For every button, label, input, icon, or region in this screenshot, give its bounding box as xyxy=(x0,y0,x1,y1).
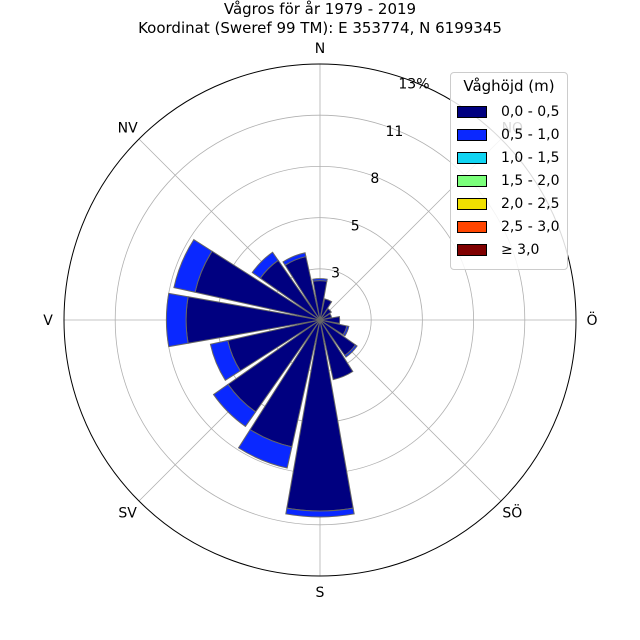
radial-tick-label: 11 xyxy=(385,124,403,140)
rose-bar-segment xyxy=(319,316,341,324)
radial-tick-label: 3 xyxy=(331,266,340,282)
legend-item: 2,5 - 3,0 xyxy=(457,218,559,236)
rose-bar-segment xyxy=(209,339,241,382)
radial-tick-label: 8 xyxy=(370,171,379,187)
direction-label: V xyxy=(43,313,53,329)
direction-label: NV xyxy=(118,121,138,137)
legend-label: 2,0 - 2,5 xyxy=(501,196,560,212)
rose-bar-segment xyxy=(319,298,333,321)
legend: Våghöjd (m) 0,0 - 0,5 0,5 - 1,0 1,0 - 1,… xyxy=(450,72,568,270)
direction-label: Ö xyxy=(586,311,597,329)
legend-swatch xyxy=(457,221,487,233)
chart-title: Vågros för år 1979 - 2019 xyxy=(223,0,417,18)
legend-label: 0,5 - 1,0 xyxy=(501,127,560,143)
legend-label: 0,0 - 0,5 xyxy=(501,104,560,120)
legend-item: 0,0 - 0,5 xyxy=(457,103,559,121)
legend-label: 1,0 - 1,5 xyxy=(501,150,560,166)
rose-bar-segment xyxy=(285,507,355,518)
radial-tick-label: 5 xyxy=(351,218,360,234)
radial-tick-label: 13% xyxy=(398,76,429,92)
rose-bar-segment xyxy=(251,251,279,279)
direction-label: SV xyxy=(118,505,137,521)
rose-bar-segment xyxy=(212,383,257,428)
rose-bar-segment xyxy=(342,325,350,337)
direction-label: S xyxy=(316,585,325,601)
legend-swatch xyxy=(457,198,487,210)
legend-label: 2,5 - 3,0 xyxy=(501,219,560,235)
rose-bar-segment xyxy=(173,238,213,293)
rose-bar-segment xyxy=(344,344,358,358)
legend-swatch xyxy=(457,106,487,118)
rose-bar-segment xyxy=(319,312,333,321)
rose-bar-segment xyxy=(237,428,293,469)
legend-swatch xyxy=(457,244,487,256)
legend-label: 1,5 - 2,0 xyxy=(501,173,560,189)
legend-item: 2,0 - 2,5 xyxy=(457,195,559,213)
legend-title: Våghöjd (m) xyxy=(463,77,555,95)
rose-bar-segment xyxy=(312,278,328,282)
rose-bar-segment xyxy=(319,308,332,321)
legend-swatch xyxy=(457,152,487,164)
legend-swatch xyxy=(457,175,487,187)
legend-item: 0,5 - 1,0 xyxy=(457,126,559,144)
rose-bar-segment xyxy=(282,252,307,266)
chart-subtitle: Koordinat (Sweref 99 TM): E 353774, N 61… xyxy=(138,19,502,37)
direction-label: SÖ xyxy=(502,503,522,521)
legend-swatch xyxy=(457,129,487,141)
legend-item: ≥ 3,0 xyxy=(457,241,539,259)
rose-bar-segment xyxy=(319,319,354,381)
legend-item: 1,5 - 2,0 xyxy=(457,172,559,190)
legend-label: ≥ 3,0 xyxy=(501,242,540,258)
direction-label: N xyxy=(315,41,325,57)
polar-frame xyxy=(63,63,577,577)
legend-item: 1,0 - 1,5 xyxy=(457,149,559,167)
rose-bar-segment xyxy=(165,292,189,348)
